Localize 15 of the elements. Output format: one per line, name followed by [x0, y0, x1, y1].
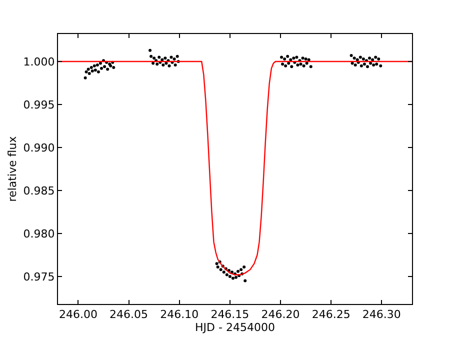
x-tick-label: 246.30 [362, 308, 401, 322]
y-tick-label: 0.995 [23, 98, 55, 112]
y-tick-label: 0.980 [23, 227, 55, 240]
y-tick-label: 1.000 [23, 55, 55, 68]
x-tick-label: 246.20 [261, 308, 300, 322]
y-tick-label: 0.990 [23, 141, 55, 154]
y-tick-label: 0.985 [23, 184, 55, 198]
x-tick-label: 246.05 [110, 308, 148, 322]
x-tick-label: 246.15 [210, 308, 250, 322]
x-tick-label: 246.10 [160, 308, 199, 322]
x-axis-title: HJD - 2454000 [195, 321, 275, 334]
x-tick-label: 246.25 [312, 308, 350, 322]
x-tick-label: 246.00 [58, 308, 98, 322]
y-axis-title: relative flux [6, 136, 19, 202]
y-tick-label: 0.975 [23, 270, 55, 284]
